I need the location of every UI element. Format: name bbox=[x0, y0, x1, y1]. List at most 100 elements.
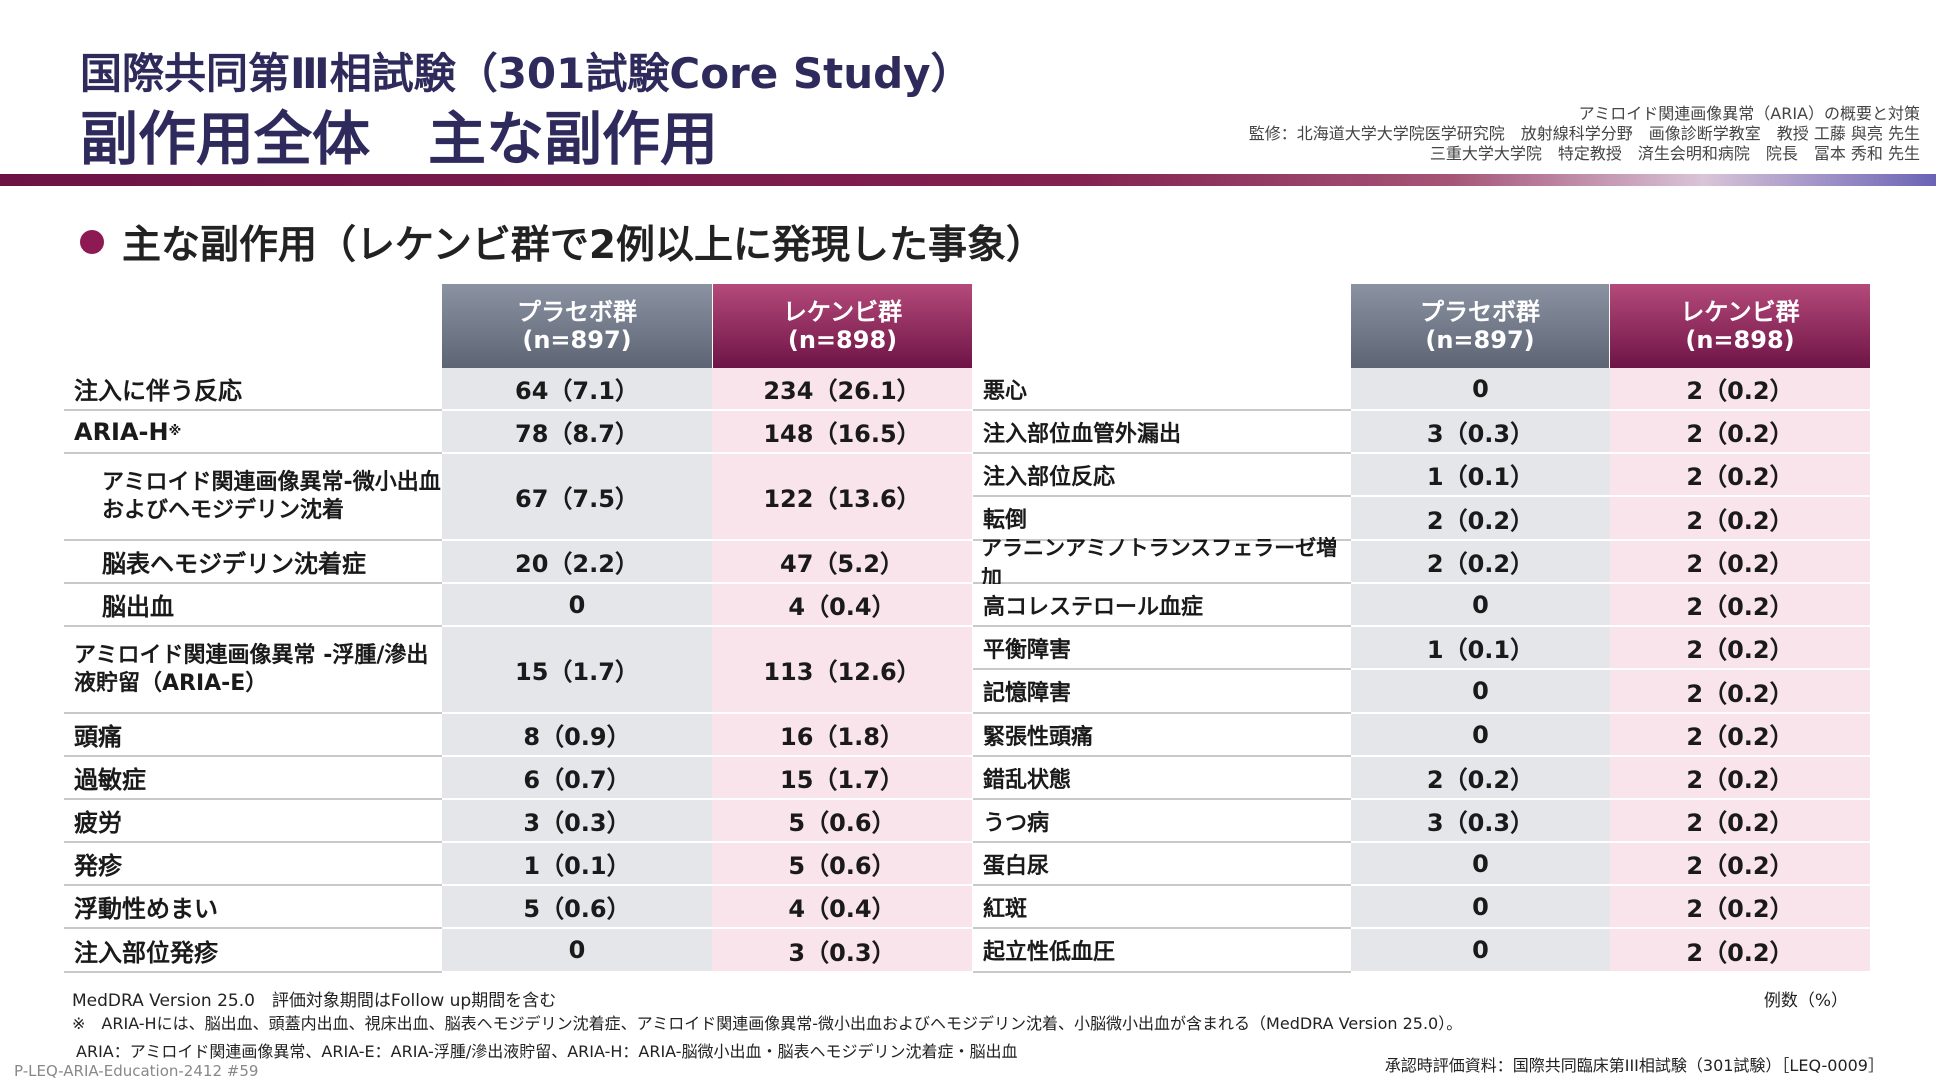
lecanemab-value: 2（0.2） bbox=[1610, 541, 1870, 584]
lecanemab-value: 2（0.2） bbox=[1610, 411, 1870, 454]
section-heading-text: 主な副作用（レケンビ群で2例以上に発現した事象） bbox=[122, 223, 1045, 268]
row-label: 平衡障害 bbox=[973, 627, 1351, 670]
table-row: 紅斑 0 2（0.2） bbox=[973, 886, 1870, 929]
placebo-value: 1（0.1） bbox=[1351, 627, 1610, 670]
table-row: 注入に伴う反応 64（7.1） 234（26.1） bbox=[64, 368, 972, 411]
table-row: 蛋白尿 0 2（0.2） bbox=[973, 843, 1870, 886]
placebo-value: 0 bbox=[1351, 929, 1610, 973]
placebo-value: 0 bbox=[1351, 886, 1610, 929]
table-row: 注入部位反応 1（0.1） 2（0.2） bbox=[973, 454, 1870, 497]
lecanemab-value: 47（5.2） bbox=[712, 541, 972, 584]
lecanemab-value: 234（26.1） bbox=[712, 368, 972, 411]
abbreviation-note: ARIA：アミロイド関連画像異常、ARIA-E：ARIA-浮腫/滲出液貯留、AR… bbox=[76, 1042, 1018, 1061]
left-header-placebo: プラセボ群 (n=897) bbox=[442, 284, 712, 368]
placebo-value: 15（1.7） bbox=[442, 627, 712, 714]
row-label: 高コレステロール血症 bbox=[973, 584, 1351, 627]
row-label: 注入部位血管外漏出 bbox=[973, 411, 1351, 454]
row-label: 頭痛 bbox=[64, 714, 442, 757]
lecanemab-value: 2（0.2） bbox=[1610, 929, 1870, 973]
table-row: 注入部位血管外漏出 3（0.3） 2（0.2） bbox=[973, 411, 1870, 454]
placebo-value: 1（0.1） bbox=[1351, 454, 1610, 497]
table-row: 平衡障害 1（0.1） 2（0.2） bbox=[973, 627, 1870, 670]
lecanemab-value: 113（12.6） bbox=[712, 627, 972, 714]
placebo-value: 5（0.6） bbox=[442, 886, 712, 929]
placebo-value: 2（0.2） bbox=[1351, 541, 1610, 584]
placebo-value: 0 bbox=[1351, 843, 1610, 886]
meddra-note: MedDRA Version 25.0 評価対象期間はFollow up期間を含… bbox=[72, 991, 557, 1011]
row-label: 緊張性頭痛 bbox=[973, 714, 1351, 757]
table-row: 転倒 2（0.2） 2（0.2） bbox=[973, 497, 1870, 541]
row-label: 蛋白尿 bbox=[973, 843, 1351, 886]
lecanemab-value: 2（0.2） bbox=[1610, 497, 1870, 541]
table-row: 起立性低血圧 0 2（0.2） bbox=[973, 929, 1870, 973]
placebo-value: 0 bbox=[442, 584, 712, 627]
table-row: アラニンアミノトランスフェラーゼ増加 2（0.2） 2（0.2） bbox=[973, 536, 1870, 590]
table-row: アミロイド関連画像異常-微小出血およびヘモジデリン沈着 67（7.5） 122（… bbox=[64, 454, 972, 541]
row-label: 注入部位反応 bbox=[973, 454, 1351, 497]
unit-note: 例数（%） bbox=[1763, 991, 1848, 1011]
row-label: 脳表ヘモジデリン沈着症 bbox=[64, 541, 442, 584]
document-code: P-LEQ-ARIA-Education-2412 #59 bbox=[14, 1062, 259, 1080]
row-label: アミロイド関連画像異常-微小出血およびヘモジデリン沈着 bbox=[64, 454, 442, 541]
row-label: 浮動性めまい bbox=[64, 886, 442, 929]
lecanemab-value: 2（0.2） bbox=[1610, 800, 1870, 843]
placebo-value: 3（0.3） bbox=[1351, 800, 1610, 843]
lecanemab-value: 4（0.4） bbox=[712, 584, 972, 627]
lecanemab-value: 2（0.2） bbox=[1610, 368, 1870, 411]
row-label: うつ病 bbox=[973, 800, 1351, 843]
row-label: 発疹 bbox=[64, 843, 442, 886]
page-title-line1: 国際共同第Ⅲ相試験（301試験Core Study） bbox=[80, 49, 973, 98]
row-label: 起立性低血圧 bbox=[973, 929, 1351, 973]
aria-h-footnote: ※ ARIA-Hには、脳出血、頭蓋内出血、視床出血、脳表ヘモジデリン沈着症、アミ… bbox=[72, 1014, 1463, 1033]
lecanemab-value: 3（0.3） bbox=[712, 929, 972, 973]
table-row: 脳表ヘモジデリン沈着症 20（2.2） 47（5.2） bbox=[64, 541, 972, 584]
table-row: 記憶障害 0 2（0.2） bbox=[973, 670, 1870, 714]
lecanemab-value: 2（0.2） bbox=[1610, 627, 1870, 670]
table-row: 高コレステロール血症 0 2（0.2） bbox=[973, 584, 1870, 627]
row-label: 錯乱状態 bbox=[973, 757, 1351, 800]
table-row: 発疹 1（0.1） 5（0.6） bbox=[64, 843, 972, 886]
lecanemab-value: 2（0.2） bbox=[1610, 714, 1870, 757]
table-row: ARIA-H ※ 78（8.7） 148（16.5） bbox=[64, 411, 972, 454]
lecanemab-value: 2（0.2） bbox=[1610, 757, 1870, 800]
row-label: 注入に伴う反応 bbox=[64, 368, 442, 411]
row-label: 疲労 bbox=[64, 800, 442, 843]
lecanemab-value: 2（0.2） bbox=[1610, 454, 1870, 497]
approval-source: 承認時評価資料：国際共同臨床第III相試験（301試験）［LEQ-0009］ bbox=[1384, 1056, 1884, 1075]
bullet-icon bbox=[80, 230, 104, 254]
table-row: 緊張性頭痛 0 2（0.2） bbox=[973, 714, 1870, 757]
row-label: アミロイド関連画像異常 -浮腫/滲出液貯留（ARIA-E） bbox=[64, 627, 442, 714]
placebo-value: 2（0.2） bbox=[1351, 497, 1610, 541]
lecanemab-value: 5（0.6） bbox=[712, 800, 972, 843]
left-header-lecanemab: レケンビ群 (n=898) bbox=[713, 284, 972, 368]
placebo-value: 0 bbox=[1351, 670, 1610, 714]
table-row: 脳出血 0 4（0.4） bbox=[64, 584, 972, 627]
lecanemab-value: 148（16.5） bbox=[712, 411, 972, 454]
lecanemab-value: 2（0.2） bbox=[1610, 670, 1870, 714]
placebo-value: 78（8.7） bbox=[442, 411, 712, 454]
placebo-value: 8（0.9） bbox=[442, 714, 712, 757]
placebo-value: 6（0.7） bbox=[442, 757, 712, 800]
row-label: アラニンアミノトランスフェラーゼ増加 bbox=[973, 536, 1351, 590]
header-divider-band bbox=[0, 174, 1936, 186]
lecanemab-value: 2（0.2） bbox=[1610, 843, 1870, 886]
supervision-line: 監修：北海道大学大学院医学研究院 放射線科学分野 画像診断学教室 教授 工藤 與… bbox=[1248, 124, 1920, 143]
row-label: ARIA-H ※ bbox=[64, 411, 442, 454]
lecanemab-value: 4（0.4） bbox=[712, 886, 972, 929]
row-label: 転倒 bbox=[973, 497, 1351, 541]
row-label: 注入部位発疹 bbox=[64, 929, 442, 973]
row-label: 紅斑 bbox=[973, 886, 1351, 929]
placebo-value: 20（2.2） bbox=[442, 541, 712, 584]
lecanemab-value: 15（1.7） bbox=[712, 757, 972, 800]
lecanemab-value: 2（0.2） bbox=[1610, 886, 1870, 929]
table-row: うつ病 3（0.3） 2（0.2） bbox=[973, 800, 1870, 843]
table-row: アミロイド関連画像異常 -浮腫/滲出液貯留（ARIA-E） 15（1.7） 11… bbox=[64, 627, 972, 714]
lecanemab-value: 16（1.8） bbox=[712, 714, 972, 757]
table-row: 悪心 0 2（0.2） bbox=[973, 368, 1870, 411]
placebo-value: 0 bbox=[1351, 714, 1610, 757]
table-row: 疲労 3（0.3） 5（0.6） bbox=[64, 800, 972, 843]
table-row: 過敏症 6（0.7） 15（1.7） bbox=[64, 757, 972, 800]
placebo-value: 3（0.3） bbox=[442, 800, 712, 843]
lecanemab-value: 5（0.6） bbox=[712, 843, 972, 886]
placebo-value: 1（0.1） bbox=[442, 843, 712, 886]
